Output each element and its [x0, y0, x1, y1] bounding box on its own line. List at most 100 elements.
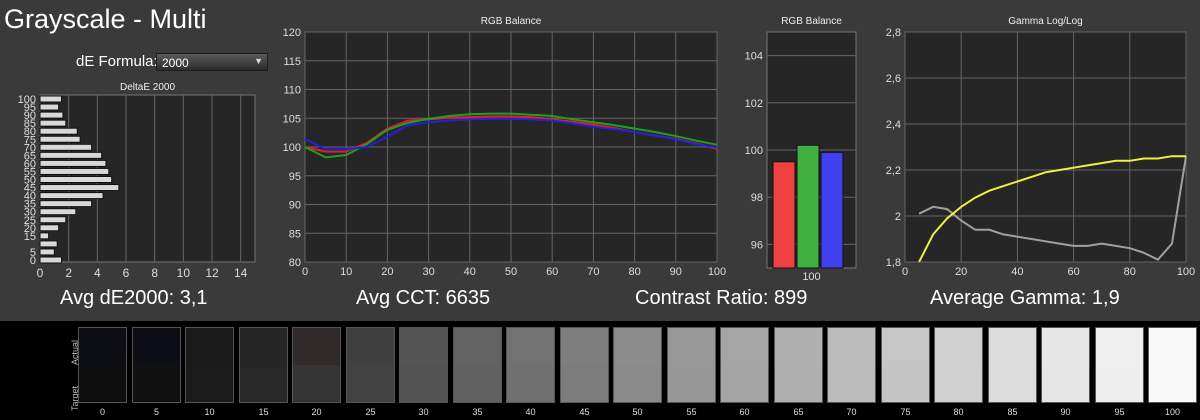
swatch-target	[186, 365, 233, 402]
gamma-xtick-label: 0	[902, 266, 908, 278]
swatch-actual	[186, 328, 233, 365]
swatch-label: 75	[900, 407, 911, 417]
gamma-ytick-label: 2	[895, 211, 901, 223]
grayscale-swatch	[988, 327, 1037, 403]
de-bar	[39, 127, 78, 135]
de-bar	[39, 176, 113, 183]
rgb-line-xtick-label: 20	[381, 266, 393, 278]
swatch-label: 100	[1164, 407, 1181, 417]
swatch-actual	[79, 328, 126, 365]
de-ytick-label: 30	[24, 207, 36, 219]
de-xtick-label: 14	[234, 266, 248, 280]
grayscale-swatch	[1148, 327, 1197, 403]
swatch-target	[882, 365, 929, 402]
de-chart-title: DeltaE 2000	[120, 82, 175, 93]
gamma-ytick-label: 1,8	[886, 257, 901, 269]
contrast-readout: Contrast Ratio: 899	[635, 287, 808, 309]
swatch-target	[935, 365, 982, 402]
de-ytick-label: 80	[24, 126, 36, 138]
rgb-bar-1	[796, 144, 820, 269]
swatch-label: 70	[846, 407, 857, 417]
rgb-line-ytick-label: 85	[289, 228, 301, 240]
swatch-actual	[507, 328, 554, 365]
de-ytick-label: 85	[24, 118, 36, 130]
de-bar	[39, 151, 103, 159]
grayscale-swatch-strip: Actual Target 0 5 10 15 20 25 30 35 40 45 50 55 60 65…	[0, 321, 1200, 420]
rgb-line-ytick-label: 100	[283, 142, 301, 154]
swatch-target	[561, 365, 608, 402]
swatch-actual	[614, 328, 661, 365]
grayscale-swatch	[934, 327, 983, 403]
swatch-label: 15	[258, 407, 269, 417]
rgb-line-xtick-label: 50	[505, 266, 517, 278]
rgb-bar-ytick-label: 96	[751, 239, 763, 251]
gamma-ytick-label: 2,4	[886, 119, 901, 131]
de-bar	[39, 256, 62, 264]
grayscale-swatch	[1095, 327, 1144, 403]
de-ytick-label: 55	[24, 166, 36, 178]
swatch-actual	[133, 328, 180, 365]
de-xtick-label: 4	[94, 266, 101, 280]
rgb-bar-ytick-label: 102	[745, 98, 763, 110]
avg-cct-readout: Avg CCT: 6635	[356, 287, 491, 309]
gamma-xtick-label: 60	[1067, 266, 1079, 278]
gamma-xtick-label: 20	[955, 266, 967, 278]
rgb-line-ytick-label: 120	[283, 27, 301, 39]
de-ytick-label: 60	[24, 158, 36, 170]
triangle-down-icon: ▼	[254, 56, 263, 66]
gamma-ytick-label: 2,8	[886, 27, 901, 39]
rgb-line-xtick-label: 0	[302, 266, 308, 278]
swatch-actual	[1096, 328, 1143, 365]
rgb-line-xtick-label: 30	[422, 266, 434, 278]
rgb-bar-ytick-label: 104	[745, 51, 763, 63]
swatch-actual	[347, 328, 394, 365]
de-ytick-label: 90	[24, 110, 36, 122]
gamma-ytick-label: 2,2	[886, 165, 901, 177]
de-ytick-label: 0	[30, 255, 36, 267]
de-ytick-label: 95	[24, 102, 36, 114]
swatch-label: 50	[632, 407, 643, 417]
swatch-label: 5	[153, 407, 159, 417]
gamma-series-1	[918, 155, 1186, 263]
swatch-actual	[1042, 328, 1089, 365]
de-ytick-label: 25	[24, 215, 36, 227]
rgb-line-xtick-label: 70	[587, 266, 599, 278]
swatch-label: 65	[793, 407, 804, 417]
de-xtick-label: 2	[65, 266, 72, 280]
swatch-label: 95	[1114, 407, 1125, 417]
grayscale-swatch	[560, 327, 609, 403]
swatch-actual	[454, 328, 501, 365]
rgb-bar-ytick-label: 100	[745, 145, 763, 157]
avg-de-readout: Avg dE2000: 3,1	[60, 287, 208, 309]
formula-select[interactable]: 2000 ▼	[156, 53, 268, 71]
rgb-bar-2	[820, 151, 844, 269]
rgb-line-ytick-label: 90	[289, 200, 301, 212]
de-ytick-label: 100	[18, 94, 36, 106]
gamma-ytick-label: 2,6	[886, 73, 901, 85]
grayscale-swatch	[827, 327, 876, 403]
rgb-line-ytick-label: 110	[283, 85, 301, 97]
swatch-label: 45	[579, 407, 590, 417]
grayscale-swatch	[506, 327, 555, 403]
de-bar	[39, 167, 110, 175]
swatch-target	[240, 365, 287, 402]
grayscale-swatch	[346, 327, 395, 403]
de-bar	[39, 103, 60, 111]
rgb-line-ytick-label: 80	[289, 257, 301, 269]
swatch-actual	[935, 328, 982, 365]
de-ytick-label: 75	[24, 134, 36, 146]
swatch-label: 10	[204, 407, 215, 417]
gamma-chart-title: Gamma Log/Log	[1008, 16, 1083, 27]
swatch-label: 60	[739, 407, 750, 417]
rgb-bar-chart-title: RGB Balance	[781, 16, 842, 27]
de-bar	[39, 216, 67, 224]
rgb-line-xtick-label: 100	[708, 266, 726, 278]
grayscale-swatch	[720, 327, 769, 403]
swatch-target	[1096, 365, 1143, 402]
rgb-line-ytick-label: 115	[283, 56, 301, 68]
swatch-actual	[668, 328, 715, 365]
de-xtick-label: 6	[123, 266, 130, 280]
swatch-target	[79, 365, 126, 402]
de-bar	[39, 111, 64, 119]
